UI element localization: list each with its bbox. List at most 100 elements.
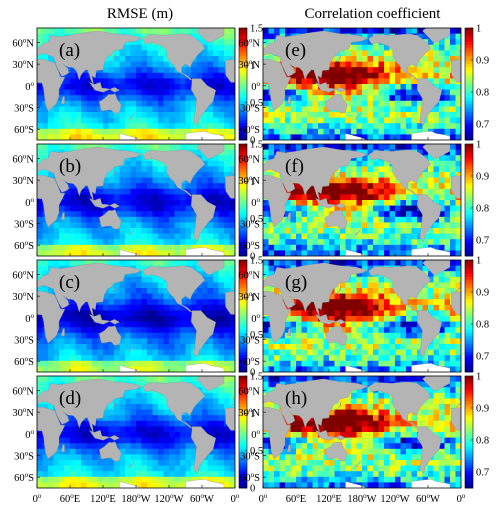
heatmap-cell <box>119 376 126 382</box>
heatmap-cell <box>345 117 352 124</box>
heatmap-cell <box>450 28 456 34</box>
heatmap-cell <box>296 260 302 266</box>
heatmap-cell <box>37 265 43 272</box>
colorbar-tick-label: 0 <box>250 368 255 379</box>
heatmap-cell <box>224 160 230 167</box>
colorbar-segment <box>465 208 473 212</box>
heatmap-cell <box>296 72 302 79</box>
heatmap-cell <box>136 448 142 455</box>
heatmap-cell <box>152 415 159 422</box>
heatmap-cell <box>163 360 170 367</box>
heatmap-cell <box>378 28 385 34</box>
heatmap-cell <box>406 95 412 102</box>
heatmap-cell <box>224 166 230 173</box>
heatmap-cell <box>329 228 335 234</box>
lat-tick-label: 60oN <box>238 152 260 165</box>
heatmap-cell <box>207 355 214 362</box>
heatmap-cell <box>75 106 82 113</box>
heatmap-cell <box>296 188 302 195</box>
heatmap-cell <box>169 332 175 339</box>
colorbar-tick-label: 0.7 <box>476 120 489 131</box>
heatmap-cell <box>169 222 175 229</box>
heatmap-cell <box>125 415 131 422</box>
heatmap-cell <box>196 349 203 356</box>
heatmap-cell <box>70 454 76 461</box>
heatmap-cell <box>301 100 308 107</box>
heatmap-cell <box>141 160 148 167</box>
heatmap-cell <box>301 250 308 256</box>
heatmap-cell <box>450 211 456 218</box>
heatmap-cell <box>125 443 131 450</box>
heatmap-cell <box>59 95 65 102</box>
heatmap-cell <box>218 349 225 356</box>
heatmap-cell <box>163 304 170 311</box>
heatmap-cell <box>455 222 461 229</box>
heatmap-cell <box>422 239 429 246</box>
heatmap-cell <box>207 304 214 311</box>
heatmap-cell <box>125 398 131 405</box>
heatmap-cell <box>114 293 120 300</box>
heatmap-cell <box>362 194 368 201</box>
heatmap-cell <box>97 123 104 130</box>
heatmap-cell <box>70 78 76 85</box>
land-mass <box>368 149 431 197</box>
heatmap-cell <box>125 84 131 90</box>
heatmap-cell <box>373 222 379 229</box>
heatmap-cell <box>125 392 131 399</box>
heatmap-cell <box>229 448 235 455</box>
heatmap-cell <box>59 471 65 478</box>
heatmap-cell <box>268 149 275 156</box>
heatmap-cell <box>147 200 153 206</box>
heatmap-cell <box>59 355 65 362</box>
heatmap-cell <box>152 183 159 190</box>
land-mass <box>455 49 461 60</box>
heatmap-cell <box>108 404 115 410</box>
heatmap-cell <box>180 106 186 113</box>
heatmap-cell <box>218 177 225 184</box>
heatmap-cell <box>48 112 54 118</box>
heatmap-cell <box>130 299 137 306</box>
heatmap-cell <box>389 188 396 195</box>
heatmap-cell <box>406 194 412 201</box>
heatmap-cell <box>279 228 286 234</box>
heatmap-cell <box>378 123 385 130</box>
heatmap-cell <box>152 316 159 322</box>
heatmap-cell <box>296 239 302 246</box>
heatmap-cell <box>312 200 319 206</box>
heatmap-cell <box>229 200 235 206</box>
heatmap-cell <box>147 128 153 135</box>
colorbar-segment <box>239 381 247 385</box>
heatmap-cell <box>125 128 131 135</box>
heatmap-cell <box>356 172 363 178</box>
colorbar-segment <box>239 279 247 283</box>
heatmap-cell <box>224 211 230 218</box>
heatmap-cell <box>373 95 379 102</box>
heatmap-cell <box>174 200 181 206</box>
heatmap-cell <box>163 310 170 317</box>
heatmap-cell <box>345 50 352 57</box>
heatmap-cell <box>147 183 153 190</box>
heatmap-cell <box>224 432 230 438</box>
heatmap-cell <box>395 194 401 201</box>
heatmap-cell <box>53 465 60 472</box>
colorbar-segment <box>465 214 473 218</box>
heatmap-cell <box>163 316 170 322</box>
heatmap-cell <box>444 78 451 85</box>
heatmap-cell <box>163 398 170 405</box>
heatmap-cell <box>136 265 142 272</box>
heatmap-cell <box>367 123 374 130</box>
heatmap-cell <box>75 437 82 444</box>
land-mass <box>354 113 362 120</box>
heatmap-cell <box>103 239 109 246</box>
heatmap-cell <box>224 355 230 362</box>
heatmap-cell <box>64 332 71 339</box>
colorbar-segment <box>239 446 247 450</box>
heatmap-cell <box>224 100 230 107</box>
heatmap-cell <box>285 89 291 96</box>
heatmap-cell <box>395 188 401 195</box>
heatmap-cell <box>53 123 60 130</box>
heatmap-cell <box>296 205 302 212</box>
heatmap-cell <box>455 33 461 40</box>
land-mass <box>229 397 235 408</box>
colorbar-segment <box>239 423 247 427</box>
